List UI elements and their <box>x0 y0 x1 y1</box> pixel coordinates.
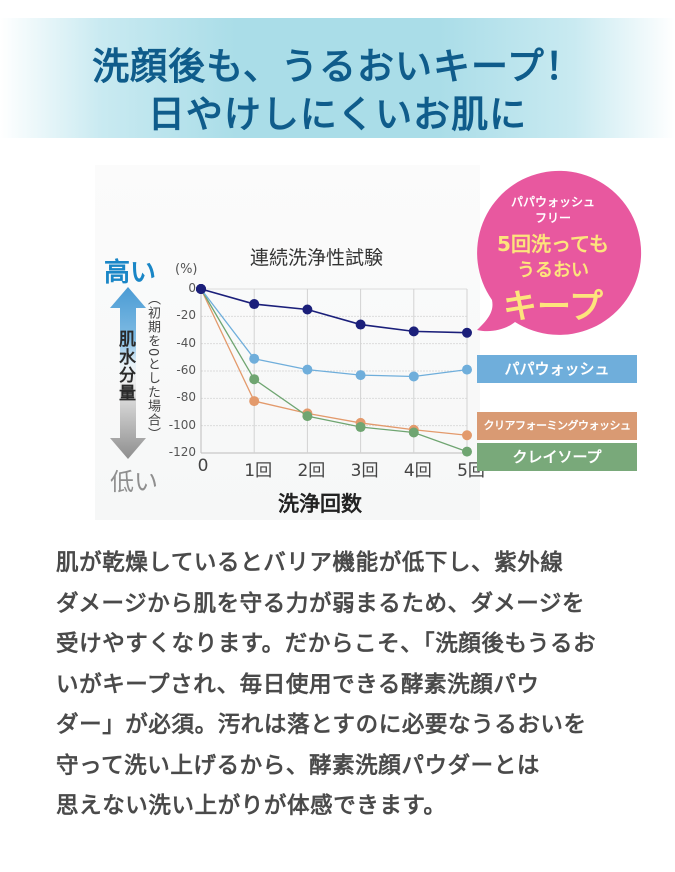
data-point <box>462 430 472 441</box>
body-line: いがキープされ、毎日使用できる酵素洗顔パウ <box>56 671 540 698</box>
y-tick-label: 0 <box>188 281 196 295</box>
series-line <box>196 284 472 338</box>
data-point <box>408 427 419 438</box>
data-point <box>249 353 260 364</box>
body-line: ダー」が必須。汚れは落とすのに必要なうるおいを <box>56 712 587 738</box>
series-line <box>196 284 472 457</box>
body-line: ダメージから肌を守る力が弱まるため、ダメージを <box>56 590 586 617</box>
bubble-line-5: キープ <box>503 287 603 327</box>
chart-grid <box>200 288 468 454</box>
body-line: 守って洗い上げるから、酵素洗顔パウダーとは <box>56 752 540 779</box>
data-point <box>249 396 260 407</box>
label-low: 低い <box>110 468 158 496</box>
line-chart <box>110 170 642 459</box>
data-point <box>462 446 472 457</box>
y-tick-label: -40 <box>176 335 196 350</box>
data-point <box>249 374 260 385</box>
speech-bubble <box>477 170 642 335</box>
y-tick-label: -60 <box>176 363 196 377</box>
body-line: 受けやすくなります。だからこそ、「洗顔後もうるお <box>56 631 597 657</box>
label-high: 高い <box>104 258 157 288</box>
series-line <box>196 284 472 441</box>
y-tick-label: -120 <box>168 445 196 459</box>
body-line: 思えない洗い上がりが体感できます。 <box>56 793 447 819</box>
headline-line-2: 日やけしにくいお肌に <box>147 93 528 136</box>
headline-line-1: 洗顔後も、うるおいキープ！ <box>92 45 583 88</box>
data-point <box>462 327 472 338</box>
legend-clear-foaming-wash: クリアフォーミングウォッシュ <box>477 412 637 440</box>
data-point <box>462 364 472 375</box>
header-banner <box>0 18 675 138</box>
bubble-line-2: フリー <box>534 211 571 225</box>
y-tick-label: -80 <box>176 390 196 405</box>
data-point <box>355 319 366 330</box>
body-line: 肌が乾燥しているとバリア機能が低下し、紫外線 <box>56 550 564 576</box>
data-point <box>355 370 366 381</box>
baseline-note: （初期を0とした場合） <box>145 292 160 442</box>
data-point <box>302 304 313 315</box>
chart-title: 連続洗浄性試験 <box>250 247 384 269</box>
body-paragraph: 肌が乾燥しているとバリア機能が低下し、紫外線 ダメージから肌を守る力が弱まるため… <box>56 543 626 827</box>
x-tick-label: 2回 <box>297 461 326 481</box>
double-arrow-icon <box>110 287 146 459</box>
chart-panel <box>95 165 480 520</box>
data-point <box>196 284 206 294</box>
chart-series <box>196 284 472 457</box>
legend-clay-soap: クレイソープ <box>477 443 637 471</box>
x-tick-label: 3回 <box>350 461 379 481</box>
y-tick-label: -20 <box>176 308 196 323</box>
data-point <box>249 299 260 310</box>
data-point <box>302 364 313 375</box>
y-unit-label: (%) <box>175 262 198 277</box>
bubble-line-3: 5回洗っても <box>497 232 609 256</box>
bubble-line-1: パパウォッシュ <box>510 195 595 209</box>
y-tick-label: -100 <box>168 417 196 432</box>
data-point <box>408 371 419 382</box>
data-point <box>302 411 313 422</box>
bubble-line-4: うるおい <box>517 260 589 281</box>
x-tick-label: 4回 <box>403 461 432 481</box>
data-point <box>355 422 366 433</box>
legend-papawash: パパウォッシュ <box>477 355 637 383</box>
x-tick-label: 1回 <box>244 461 273 481</box>
data-point <box>408 326 419 337</box>
moisture-label: 肌水分量 <box>115 330 135 402</box>
x-axis-label: 洗浄回数 <box>278 492 362 516</box>
x-tick-label: 0 <box>197 456 209 476</box>
